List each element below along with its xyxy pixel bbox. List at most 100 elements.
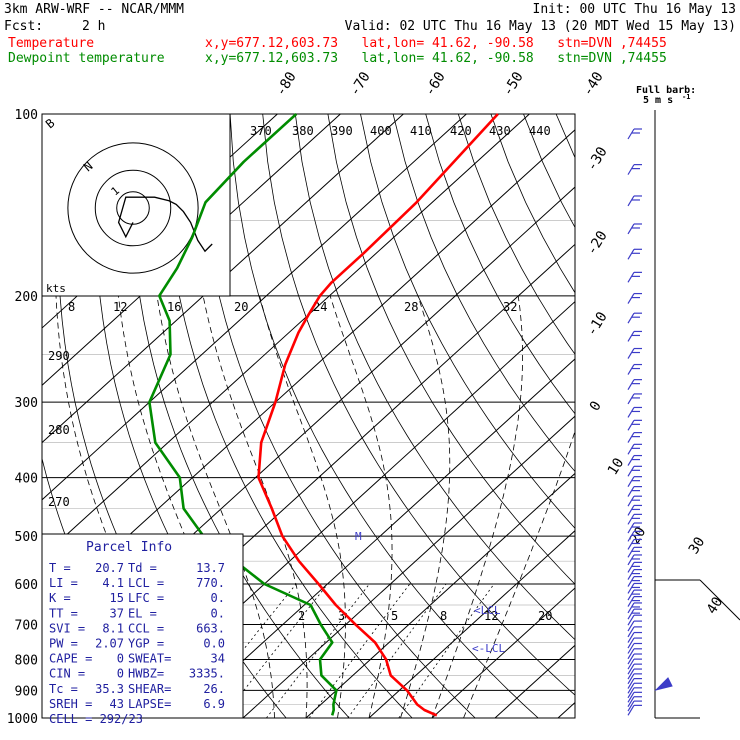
pressure-tick-label: 100 [15, 108, 38, 123]
theta-label: 400 [370, 124, 392, 138]
mixing-ratio-line [188, 583, 297, 718]
wind-barb-shaft [627, 576, 635, 587]
pressure-tick-label: 400 [15, 472, 38, 487]
isotherm-label: -30 [584, 144, 611, 174]
dry-adiabat [197, 114, 476, 718]
pressure-tick-label: 600 [15, 578, 38, 593]
isotherm-line [42, 114, 530, 558]
parcel-row-value: 26. [203, 682, 225, 696]
wind-barb-shaft [627, 626, 635, 638]
wind-barb-shaft [627, 379, 635, 390]
mixing-ratio-label: 3 [338, 609, 345, 623]
wind-barb-shaft [627, 393, 635, 405]
mixing-ratio-label: 8 [440, 609, 447, 623]
isotherm-label: 30 [686, 534, 709, 557]
theta-label: 390 [331, 124, 353, 138]
wind-barb-shaft [627, 195, 635, 207]
hodograph-ring [67, 142, 199, 274]
dry-adiabat [229, 114, 539, 718]
parcel-row-label: Tc = [49, 682, 78, 696]
dry-adiabat [360, 114, 575, 529]
parcel-row-label: Td = [128, 561, 157, 575]
hodograph-speed-label: 28 [404, 300, 418, 314]
parcel-row-value: 20.7 [95, 561, 124, 575]
dry-adiabat [294, 114, 575, 641]
isotherm-label: 0 [587, 398, 605, 414]
parcel-row-value: 13.7 [196, 561, 225, 575]
pressure-tick-label: 500 [15, 530, 38, 545]
hodograph-speed-label: 32 [503, 300, 517, 314]
hodograph-units: kts [46, 282, 66, 295]
mixing-ratio-label: 2 [298, 609, 305, 623]
level-marker: <-LCL [472, 642, 505, 655]
dewpoint-location: x,y=677.12,603.73 lat,lon= 41.62, -90.58… [205, 51, 667, 66]
wind-barb-shaft [627, 495, 635, 507]
wind-barb-pennant [654, 677, 673, 691]
temperature-location: x,y=677.12,603.73 lat,lon= 41.62, -90.58… [205, 36, 667, 51]
moist-adiabat [463, 430, 575, 718]
moist-adiabat [400, 295, 451, 718]
wind-barb-shaft [627, 348, 635, 359]
moist-adiabat [329, 295, 393, 718]
wind-barb-shaft [627, 668, 635, 680]
wind-barb-shaft [627, 648, 635, 660]
wind-barb-shaft [627, 602, 635, 614]
parcel-row-value: 6.9 [203, 697, 225, 711]
wind-barb-shaft [627, 663, 635, 675]
wind-box-diag [699, 579, 740, 621]
wind-barb-shaft [627, 486, 635, 497]
moist-adiabat [156, 295, 275, 718]
wind-barb-shaft [627, 596, 635, 607]
dewpoint-legend: Dewpoint temperature [8, 51, 165, 66]
parcel-row-value: 34 [211, 652, 225, 666]
isotherm-label: -70 [347, 69, 374, 99]
isotherm-line [179, 358, 575, 718]
temperature-profile [257, 113, 499, 717]
dry-adiabat [327, 114, 575, 585]
isotherm-line [242, 415, 575, 718]
parcel-row-label: SHEAR= [128, 682, 171, 696]
wind-barb-shaft [627, 476, 635, 487]
parcel-row-label: K = [49, 591, 71, 605]
wind-barb-shaft [627, 562, 635, 573]
wind-barb-shaft [627, 432, 635, 443]
theta-label: 430 [489, 124, 511, 138]
wind-barb-shaft [627, 637, 635, 649]
isotherm-label: 40 [704, 594, 727, 617]
parcel-row-value: 663. [196, 621, 225, 635]
wind-barb-shaft [627, 312, 635, 324]
model-title: 3km ARW-WRF -- NCAR/MMM [4, 2, 185, 17]
wind-barb-shaft [627, 522, 635, 534]
dry-adiabat [392, 114, 575, 473]
moist-adiabat [118, 295, 244, 718]
parcel-row-label: SWEAT= [128, 652, 171, 666]
wind-barb-shaft [627, 682, 635, 694]
forecast-hours: 2 h [82, 19, 106, 34]
wind-barb-shaft [627, 653, 635, 665]
isotherm-line [305, 472, 575, 718]
theta-label: 380 [292, 124, 314, 138]
wind-barb-shaft [627, 331, 635, 342]
mixing-ratio-label: 5 [391, 609, 398, 623]
isotherm-label: -80 [273, 69, 300, 99]
wind-barb-shaft [627, 420, 635, 431]
wind-legend-title: Full barb: [636, 85, 696, 96]
parcel-row-label: TT = [49, 606, 78, 620]
parcel-row-label: SREH = [49, 697, 92, 711]
dry-adiabat [490, 114, 575, 294]
pressure-tick-label: 900 [15, 684, 38, 699]
parcel-row-label: CIN = [49, 667, 85, 681]
plot-frame [41, 113, 576, 719]
wind-barb-shaft [627, 692, 635, 703]
isotherm-line [368, 530, 575, 718]
parcel-row-label: LI = [49, 576, 78, 590]
dry-adiabat [654, 114, 740, 718]
parcel-row-value: 0. [211, 606, 225, 620]
wind-barb-shaft [627, 583, 635, 594]
parcel-info-title: Parcel Info [86, 540, 172, 555]
parcel-row-label: HWBZ= [128, 667, 164, 681]
parcel-row-value: 4.1 [102, 576, 124, 590]
wind-barb-shaft [627, 554, 635, 566]
wind-barb-shaft [627, 678, 635, 689]
